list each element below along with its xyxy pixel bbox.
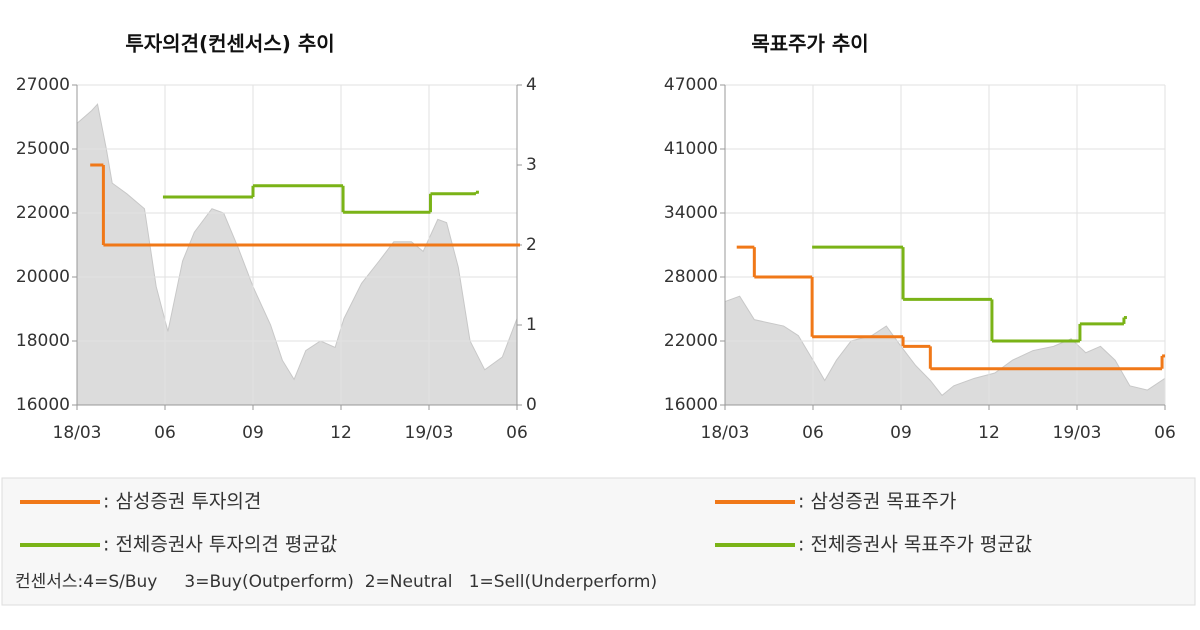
y-tick-label: 16000 xyxy=(664,395,718,415)
x-tick-label: 18/03 xyxy=(53,423,102,443)
x-tick-label: 19/03 xyxy=(1053,423,1102,443)
y2-tick-label: 2 xyxy=(526,235,537,255)
y-tick-label: 27000 xyxy=(16,75,70,95)
y2-tick-label: 3 xyxy=(526,155,537,175)
legend-label: : 전체증권사 목표주가 평균값 xyxy=(798,534,1032,556)
consensus-note: 컨센서스:4=S/Buy 3=Buy(Outperform) 2=Neutral… xyxy=(15,572,657,592)
chart-title: 목표주가 추이 xyxy=(751,32,868,56)
legend-label: : 삼성증권 목표주가 xyxy=(798,491,956,513)
chart-title: 투자의견(컨센서스) 추이 xyxy=(125,32,334,56)
y-tick-label: 20000 xyxy=(16,267,70,287)
y2-tick-label: 0 xyxy=(526,395,537,415)
x-tick-label: 06 xyxy=(506,423,528,443)
y-tick-label: 16000 xyxy=(16,395,70,415)
y-tick-label: 18000 xyxy=(16,331,70,351)
y-tick-label: 22000 xyxy=(16,203,70,223)
x-tick-label: 06 xyxy=(1154,423,1176,443)
x-tick-label: 18/03 xyxy=(701,423,750,443)
y-tick-label: 25000 xyxy=(16,139,70,159)
x-tick-label: 09 xyxy=(242,423,264,443)
y-tick-label: 34000 xyxy=(664,203,718,223)
legend-label: : 삼성증권 투자의견 xyxy=(103,491,261,513)
x-tick-label: 19/03 xyxy=(405,423,454,443)
y-tick-label: 22000 xyxy=(664,331,718,351)
x-tick-label: 06 xyxy=(802,423,824,443)
x-tick-label: 06 xyxy=(154,423,176,443)
y-tick-label: 47000 xyxy=(664,75,718,95)
y-tick-label: 28000 xyxy=(664,267,718,287)
legend-box xyxy=(1,477,1196,606)
x-tick-label: 09 xyxy=(890,423,912,443)
y2-tick-label: 1 xyxy=(526,315,537,335)
x-tick-label: 12 xyxy=(978,423,1000,443)
legend-label: : 전체증권사 투자의견 평균값 xyxy=(103,534,337,556)
x-tick-label: 12 xyxy=(330,423,352,443)
y2-tick-label: 4 xyxy=(526,75,537,95)
price-area xyxy=(724,295,1166,406)
y-tick-label: 41000 xyxy=(664,139,718,159)
